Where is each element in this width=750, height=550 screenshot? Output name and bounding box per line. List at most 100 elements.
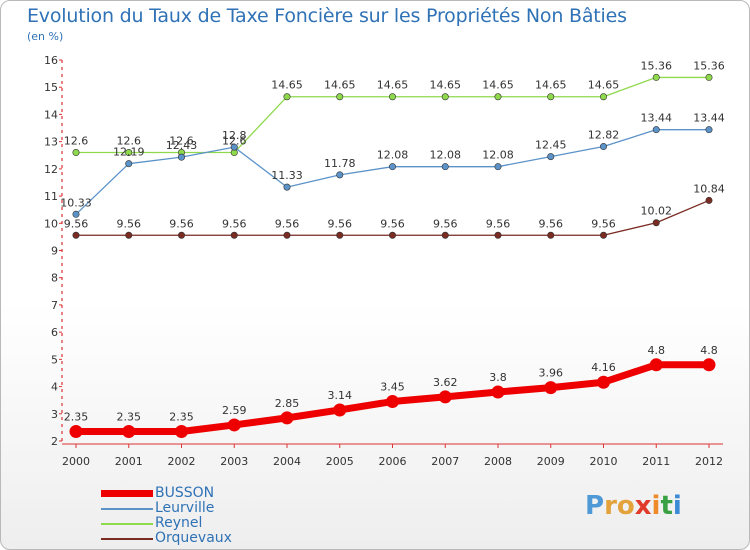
y-tick-label: 8 [51,272,58,285]
chart-title: Evolution du Taux de Taxe Foncière sur l… [27,5,627,27]
data-point-orquevaux [705,196,713,204]
legend-item-leurville: Leurville [99,500,339,516]
data-point-reynel [283,93,291,101]
data-point-reynel [705,73,713,81]
data-point-leurville [72,210,80,218]
data-point-busson [280,411,294,425]
data-label-reynel: 14.65 [535,79,567,92]
data-point-leurville [705,126,713,134]
data-label-busson: 2.59 [222,404,247,417]
data-point-reynel [599,93,607,101]
data-label-orquevaux: 9.56 [486,217,511,230]
x-tick-label: 2003 [220,455,248,468]
data-point-leurville [652,126,660,134]
legend-item-reynel: Reynel [99,515,339,531]
legend-swatch-reynel [101,523,153,525]
legend-item-busson: BUSSON [99,485,339,501]
data-label-reynel: 12.6 [117,135,142,148]
data-label-reynel: 15.36 [641,59,673,72]
data-point-orquevaux [72,231,80,239]
data-label-busson: 3.14 [328,389,353,402]
data-label-orquevaux: 9.56 [591,217,616,230]
data-point-orquevaux [388,231,396,239]
y-tick-label: 12 [44,163,58,176]
data-point-orquevaux [230,231,238,239]
data-label-leurville: 12.43 [166,139,198,152]
data-label-busson: 3.96 [539,367,564,380]
data-label-reynel: 12.6 [169,135,194,148]
x-tick-label: 2008 [484,455,512,468]
data-point-orquevaux [336,231,344,239]
y-tick-label: 13 [44,136,58,149]
data-point-leurville [494,163,502,171]
data-point-orquevaux [178,231,186,239]
data-label-reynel: 14.65 [324,79,356,92]
axes: 2 3 4 5 6 7 8 9 10 11 12 13 14 15 16 2000 2001 2002 2003 20… [44,54,723,468]
data-point-reynel [336,93,344,101]
legend-label-reynel: Reynel [155,515,203,531]
legend-swatch-orquevaux [101,538,153,540]
data-point-busson [386,395,399,409]
data-label-busson: 2.35 [64,410,89,423]
data-point-orquevaux [494,231,502,239]
x-tick-label: 2005 [326,455,354,468]
y-tick-label: 11 [44,190,58,203]
y-tick-label: 2 [51,435,58,448]
data-label-busson: 2.35 [117,410,142,423]
y-tick-label: 15 [44,81,58,94]
x-tick-label: 2001 [115,455,143,468]
data-point-orquevaux [652,219,660,227]
data-label-reynel: 14.65 [482,79,514,92]
data-label-reynel: 14.65 [377,79,409,92]
data-label-leurville: 10.33 [60,196,92,209]
data-point-busson [438,390,452,404]
y-tick-label: 16 [44,54,58,67]
unit-label: (en %) [27,30,64,43]
legend-label-busson: BUSSON [155,485,215,501]
data-label-busson: 4.8 [700,344,718,357]
data-point-leurville [599,143,607,151]
legend-swatch-leurville [101,508,153,510]
data-label-busson: 2.85 [275,397,300,410]
data-point-busson [333,403,347,417]
data-label-busson: 4.16 [591,361,616,374]
legend-label-leurville: Leurville [155,500,215,516]
y-tick-label: 10 [44,217,58,230]
legend-item-orquevaux: Orquevaux [99,530,339,546]
data-label-leurville: 12.45 [535,139,567,152]
data-point-reynel [441,93,449,101]
data-point-busson [649,358,663,372]
data-label-orquevaux: 9.56 [275,217,300,230]
y-tick-label: 6 [51,326,58,339]
data-label-leurville: 12.08 [482,149,514,162]
legend: BUSSON Leurville Reynel Orquevaux [99,485,339,546]
proxiti-logo: Proxiti [585,491,682,521]
data-point-leurville [283,183,291,191]
data-label-leurville: 13.44 [641,112,673,125]
data-point-busson [597,375,610,389]
y-tick-label: 4 [51,381,58,394]
data-label-leurville: 11.78 [324,157,356,170]
x-tick-label: 2000 [62,455,90,468]
legend-label-orquevaux: Orquevaux [155,530,232,546]
data-label-orquevaux: 9.56 [328,217,353,230]
y-tick-label: 7 [51,299,58,312]
data-label-leurville: 12.19 [113,146,145,159]
data-label-orquevaux: 9.56 [169,217,194,230]
x-tick-label: 2007 [431,455,459,468]
data-label-busson: 3.45 [380,381,405,394]
data-label-orquevaux: 9.56 [380,217,405,230]
y-tick-label: 3 [51,408,58,421]
x-tick-label: 2010 [590,455,618,468]
data-point-leurville [178,153,186,161]
data-label-orquevaux: 9.56 [117,217,142,230]
data-point-leurville [441,163,449,171]
y-tick-label: 9 [51,245,58,258]
data-point-busson [175,424,188,438]
data-point-leurville [336,171,344,179]
data-point-orquevaux [599,231,607,239]
data-labels: 2.35 2.35 2.35 2.59 2.85 3.14 3.45 3.62 3.8 3.96 4… [60,59,725,423]
data-label-orquevaux: 9.56 [539,217,564,230]
